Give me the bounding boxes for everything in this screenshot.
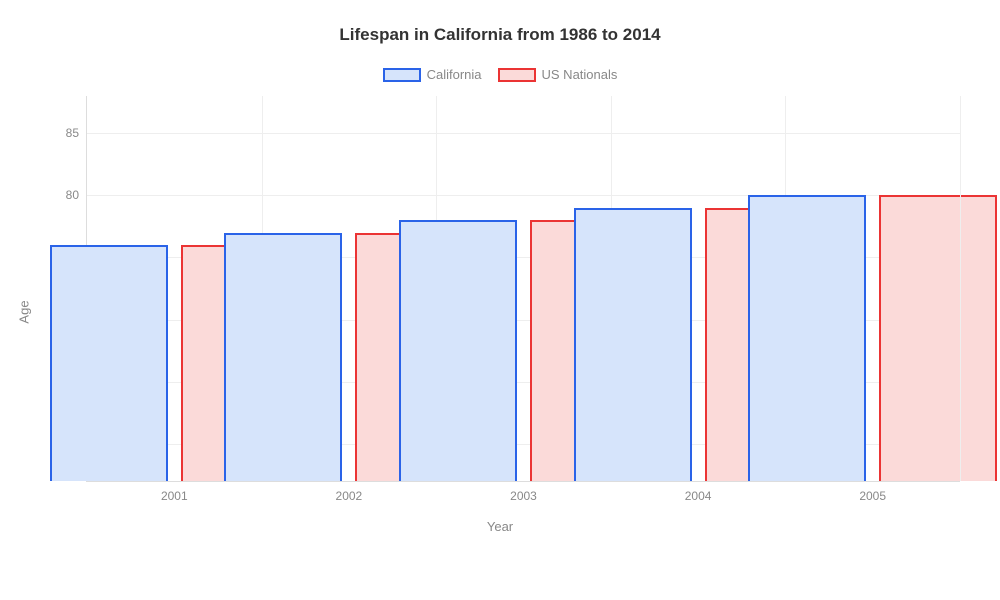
gridline-x [960,96,961,481]
x-tick-label: 2004 [685,481,712,503]
legend-item-us-nationals: US Nationals [498,67,618,82]
plot-area: 60657075808520012002200320042005 [86,96,960,482]
y-tick-label: 80 [66,188,87,202]
legend: California US Nationals [20,67,980,82]
x-tick-label: 2003 [510,481,537,503]
x-tick-label: 2001 [161,481,188,503]
bar [224,233,342,481]
x-tick-label: 2002 [336,481,363,503]
legend-label-california: California [427,67,482,82]
legend-item-california: California [383,67,482,82]
legend-swatch-california [383,68,421,82]
chart-title: Lifespan in California from 1986 to 2014 [20,25,980,45]
y-tick-label: 85 [66,126,87,140]
bar [399,220,517,481]
bar [879,195,997,481]
gridline-y [87,133,960,134]
chart-container: Lifespan in California from 1986 to 2014… [0,0,1000,600]
bar [748,195,866,481]
bar [574,208,692,481]
plot-wrap: Age 60657075808520012002200320042005 Yea… [30,92,970,532]
x-axis-label: Year [487,519,513,534]
bar [50,245,168,481]
legend-label-us-nationals: US Nationals [542,67,618,82]
y-axis-label: Age [17,300,32,323]
legend-swatch-us-nationals [498,68,536,82]
x-tick-label: 2005 [859,481,886,503]
